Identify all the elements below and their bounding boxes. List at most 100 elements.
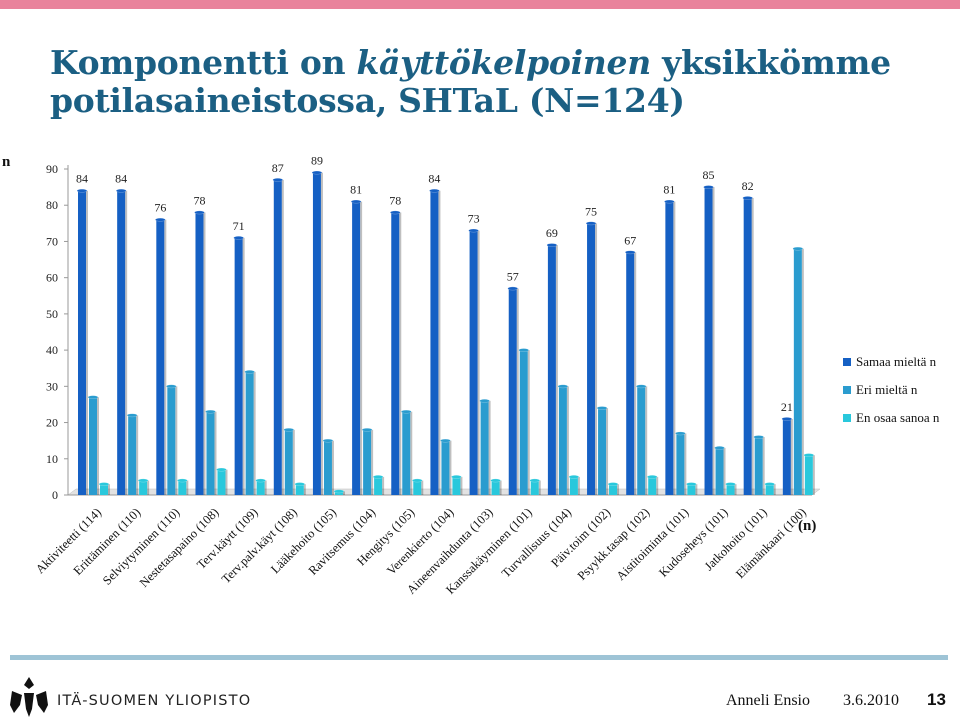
title-line2: potilasaineistossa, SHTaL (N=124) bbox=[50, 81, 685, 120]
page-number: 13 bbox=[927, 690, 946, 709]
bar-samaa-mielt-n bbox=[587, 223, 596, 496]
data-label: 67 bbox=[624, 233, 636, 247]
y-tick-label: 0 bbox=[52, 488, 58, 502]
bar-shade bbox=[488, 400, 491, 495]
bar-top-cap bbox=[233, 235, 244, 240]
bar-top-cap bbox=[792, 246, 804, 251]
bar-top-cap bbox=[255, 478, 266, 483]
bar-samaa-mielt-n bbox=[743, 197, 752, 495]
bar-top-cap bbox=[490, 478, 501, 483]
bar-samaa-mielt-n bbox=[665, 201, 674, 495]
bar-top-cap bbox=[166, 384, 177, 389]
presentation-date: 3.6.2010 bbox=[843, 692, 899, 709]
data-label: 78 bbox=[389, 193, 401, 207]
bar-shade bbox=[242, 237, 245, 496]
bar-shade bbox=[203, 212, 206, 495]
bar-eri-mielt-n bbox=[793, 248, 802, 495]
bar-samaa-mielt-n bbox=[352, 201, 361, 495]
bar-en-osaa-sanoa-n bbox=[139, 480, 148, 495]
bar-en-osaa-sanoa-n bbox=[256, 480, 265, 495]
bar-shade bbox=[723, 447, 726, 495]
bar-top-cap bbox=[742, 196, 753, 200]
bar-top-cap bbox=[468, 228, 479, 233]
bar-top-cap bbox=[753, 435, 764, 439]
category-label: Kudoseheys (101) bbox=[656, 505, 730, 579]
bar-en-osaa-sanoa-n bbox=[295, 484, 304, 495]
legend-swatch bbox=[843, 386, 851, 394]
data-label: 85 bbox=[703, 168, 715, 182]
bar-top-cap bbox=[272, 178, 284, 182]
bar-top-cap bbox=[322, 438, 334, 443]
bar-samaa-mielt-n bbox=[312, 172, 321, 495]
bar-eri-mielt-n bbox=[323, 440, 332, 495]
bar-top-cap bbox=[115, 188, 127, 193]
bar-top-cap bbox=[294, 482, 306, 486]
bar-shade bbox=[538, 480, 541, 495]
bar-top-cap bbox=[311, 170, 323, 175]
bar-top-cap bbox=[714, 446, 725, 450]
bar-shade bbox=[634, 252, 637, 495]
bar-chart: 0 10 20 30 40 50 60 70 80 90 n 84 Aktiviteetti (114)… bbox=[2, 154, 940, 597]
data-label: 89 bbox=[311, 154, 323, 168]
legend-label: En osaa sanoa n bbox=[856, 410, 940, 425]
bar-top-cap bbox=[76, 188, 88, 193]
title-part1: Komponentti on bbox=[50, 43, 357, 82]
data-label: 21 bbox=[781, 400, 793, 414]
bar-shade bbox=[264, 480, 267, 495]
data-label: 71 bbox=[233, 219, 245, 233]
category-label: Aktiviteetti (114) bbox=[33, 505, 104, 576]
bar-shade bbox=[762, 437, 765, 495]
bar-shade bbox=[751, 197, 754, 495]
bar-top-cap bbox=[664, 199, 675, 204]
bar-en-osaa-sanoa-n bbox=[452, 476, 461, 495]
bar-top-cap bbox=[451, 475, 462, 479]
bar-shade bbox=[449, 440, 452, 495]
bar-top-cap bbox=[216, 467, 227, 472]
bar-shade bbox=[320, 172, 323, 495]
bar-shade bbox=[555, 245, 558, 495]
bar-shade bbox=[214, 411, 217, 495]
y-tick-label: 70 bbox=[46, 234, 58, 248]
category-label: Turvallisuus (104) bbox=[499, 505, 574, 580]
bar-en-osaa-sanoa-n bbox=[765, 484, 774, 495]
bar-en-osaa-sanoa-n bbox=[726, 484, 735, 495]
bar-shade bbox=[695, 484, 698, 495]
bar-shade bbox=[360, 201, 363, 495]
bar-top-cap bbox=[518, 348, 529, 352]
bar-shade bbox=[527, 350, 530, 495]
bar-shade bbox=[175, 386, 178, 495]
bar-eri-mielt-n bbox=[558, 386, 567, 495]
bar-eri-mielt-n bbox=[402, 411, 411, 495]
bar-shade bbox=[790, 418, 793, 495]
bar-top-cap bbox=[764, 482, 775, 486]
bar-en-osaa-sanoa-n bbox=[413, 480, 422, 495]
bar-top-cap bbox=[205, 409, 216, 414]
bar-shade bbox=[136, 415, 139, 495]
bar-en-osaa-sanoa-n bbox=[100, 484, 108, 495]
y-tick-label: 60 bbox=[46, 271, 58, 285]
bar-eri-mielt-n bbox=[245, 371, 254, 495]
category-label: Psyykk.tasap (102) bbox=[575, 505, 653, 583]
university-logo-icon bbox=[10, 677, 48, 717]
bar-en-osaa-sanoa-n bbox=[648, 476, 657, 495]
bar-shade bbox=[712, 187, 715, 495]
bar-top-cap bbox=[646, 475, 658, 479]
data-label: 76 bbox=[154, 201, 166, 215]
bar-shade bbox=[645, 386, 648, 495]
bar-shade bbox=[225, 469, 228, 495]
y-tick-label: 80 bbox=[46, 198, 58, 212]
bar-en-osaa-sanoa-n bbox=[334, 491, 343, 495]
bar-eri-mielt-n bbox=[754, 437, 763, 495]
bar-eri-mielt-n bbox=[676, 433, 685, 495]
bar-top-cap bbox=[194, 210, 205, 215]
data-label: 75 bbox=[585, 204, 597, 218]
bar-eri-mielt-n bbox=[519, 350, 528, 495]
bar-top-cap bbox=[390, 210, 401, 215]
bar-shade bbox=[421, 480, 424, 495]
bar-samaa-mielt-n bbox=[273, 179, 282, 495]
bar-samaa-mielt-n bbox=[547, 245, 556, 495]
bar-en-osaa-sanoa-n bbox=[491, 480, 500, 495]
y-tick-label: 30 bbox=[46, 379, 58, 393]
y-tick-label: 20 bbox=[46, 416, 58, 430]
bar-top-cap bbox=[675, 431, 686, 436]
